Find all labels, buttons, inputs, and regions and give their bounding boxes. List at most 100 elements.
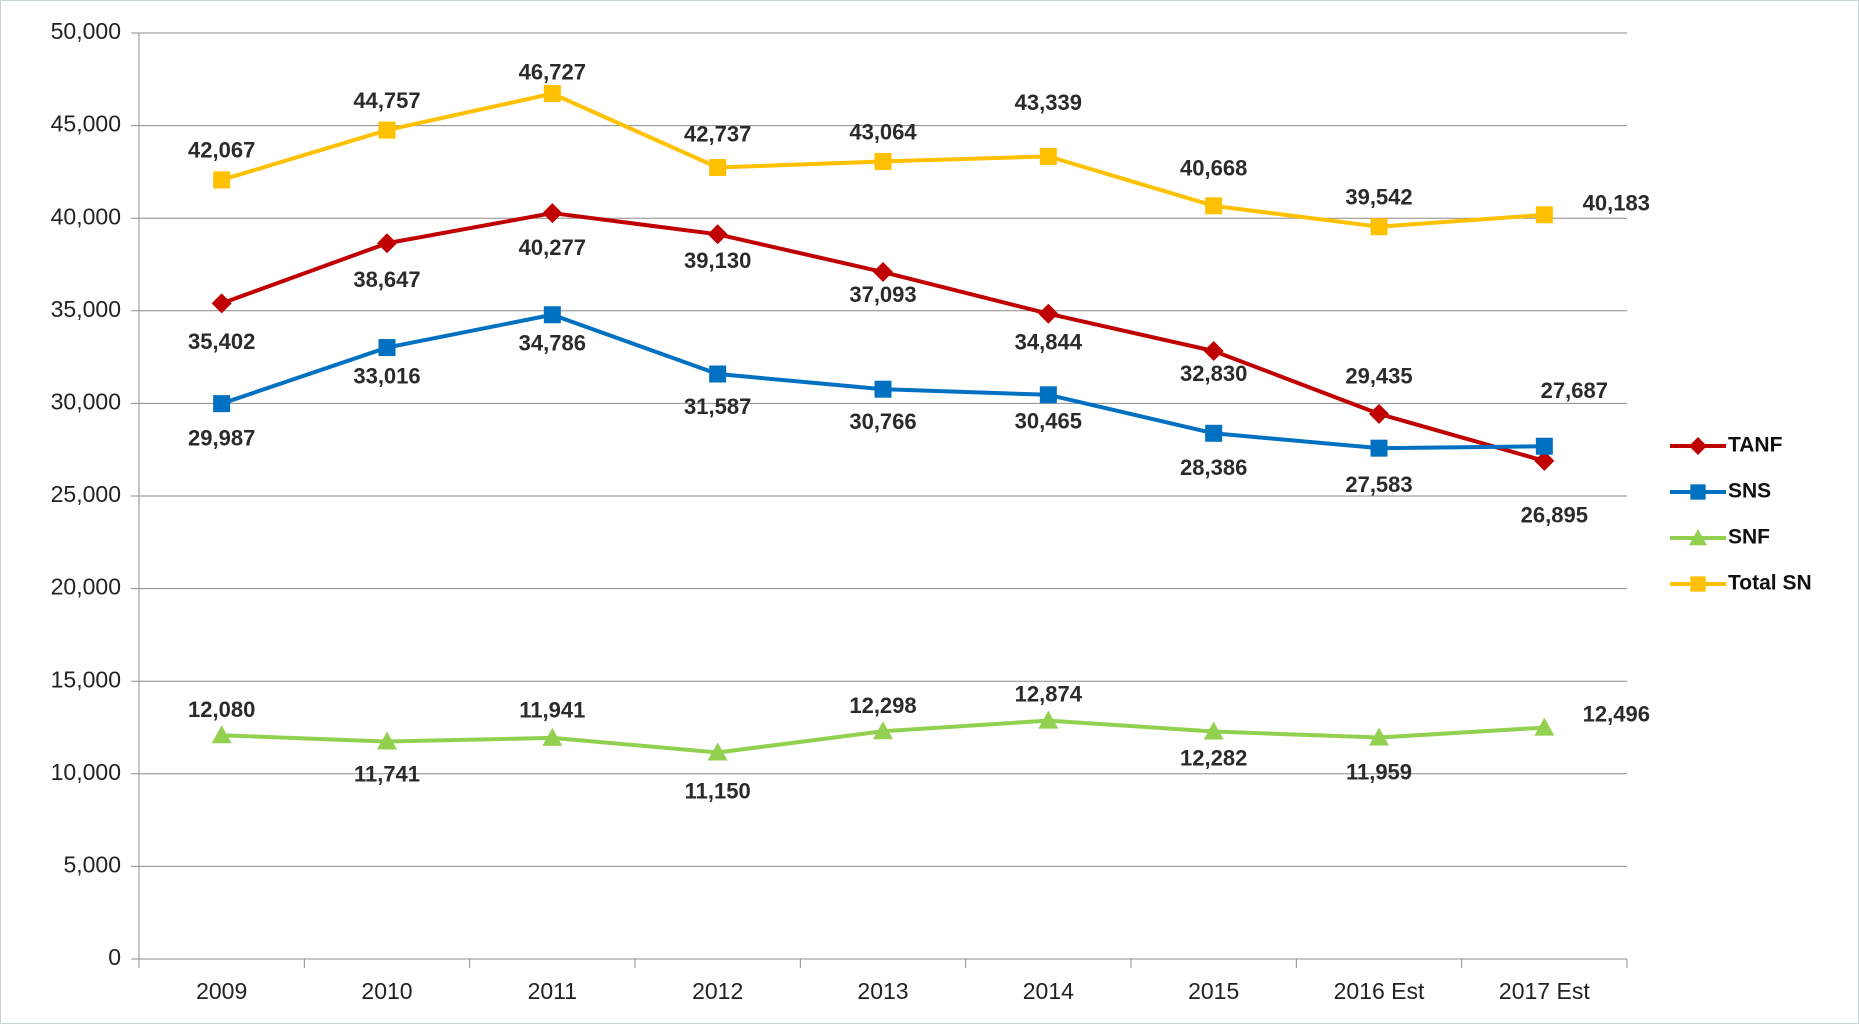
marker: [1203, 721, 1224, 740]
marker: [1370, 439, 1388, 457]
x-tick-label: 2013: [857, 978, 908, 1004]
y-tick-label: 15,000: [51, 666, 121, 692]
data-label: 31,587: [684, 394, 751, 419]
y-tick-label: 40,000: [51, 203, 121, 229]
data-label: 12,080: [188, 697, 255, 722]
y-tick-label: 5,000: [63, 851, 121, 877]
data-label: 39,542: [1345, 184, 1412, 209]
marker: [873, 262, 893, 283]
marker: [1038, 303, 1059, 324]
data-label: 11,150: [685, 778, 751, 803]
data-label: 40,277: [519, 235, 586, 260]
data-label: 29,435: [1345, 364, 1412, 389]
marker: [1205, 197, 1223, 215]
marker: [542, 727, 563, 746]
marker: [377, 731, 397, 750]
data-label: 30,465: [1015, 409, 1082, 434]
data-label: 33,016: [353, 363, 420, 388]
data-label: 28,386: [1180, 455, 1247, 480]
marker: [1205, 424, 1223, 442]
marker: [542, 203, 563, 224]
data-label: 40,183: [1583, 191, 1650, 216]
marker: [211, 725, 232, 744]
data-label: 32,830: [1180, 361, 1247, 386]
data-label: 43,064: [849, 119, 917, 144]
x-tick-label: 2009: [196, 978, 247, 1004]
data-label: 40,668: [1180, 156, 1247, 181]
marker: [213, 171, 231, 189]
marker: [543, 85, 561, 103]
data-label: 12,298: [849, 693, 916, 718]
data-label: 44,757: [353, 88, 420, 113]
y-tick-label: 10,000: [51, 759, 121, 785]
data-label: 12,496: [1583, 701, 1650, 726]
x-tick-label: 2011: [528, 978, 577, 1004]
x-tick-label: 2012: [692, 978, 743, 1004]
data-label: 46,727: [519, 59, 586, 84]
legend-label: SNF: [1728, 526, 1770, 549]
y-tick-label: 35,000: [51, 296, 121, 322]
data-label: 35,402: [188, 329, 255, 354]
x-tick-label: 2017 Est: [1499, 978, 1590, 1004]
y-tick-label: 45,000: [51, 111, 121, 137]
data-label: 43,339: [1015, 90, 1082, 115]
data-label: 38,647: [353, 267, 420, 292]
marker: [378, 339, 396, 357]
data-label: 42,737: [684, 121, 751, 146]
marker: [1038, 710, 1059, 729]
marker: [874, 380, 892, 398]
data-label: 34,844: [1015, 330, 1083, 355]
x-tick-label: 2015: [1188, 978, 1239, 1004]
marker: [211, 293, 232, 314]
data-label: 26,895: [1521, 503, 1588, 528]
data-label: 11,741: [354, 761, 420, 786]
marker: [873, 721, 893, 740]
legend-marker: [1690, 576, 1706, 592]
y-tick-label: 20,000: [51, 574, 121, 600]
marker: [1535, 437, 1553, 455]
y-tick-label: 0: [108, 944, 121, 970]
data-label: 39,130: [684, 248, 751, 273]
data-label: 12,874: [1015, 681, 1083, 706]
legend-marker: [1689, 437, 1707, 455]
data-label: 30,766: [849, 409, 916, 434]
marker: [874, 152, 892, 170]
data-label: 11,959: [1346, 759, 1412, 784]
data-label: 27,687: [1541, 378, 1608, 403]
y-tick-label: 30,000: [51, 388, 121, 414]
data-label: 12,282: [1180, 745, 1247, 770]
marker: [1369, 727, 1389, 746]
data-label: 42,067: [188, 138, 255, 163]
x-tick-label: 2016 Est: [1334, 978, 1425, 1004]
marker: [709, 159, 727, 177]
marker: [377, 233, 397, 254]
marker: [707, 224, 728, 245]
marker: [707, 742, 728, 761]
legend-label: TANF: [1728, 434, 1783, 457]
data-label: 27,583: [1345, 472, 1412, 497]
y-tick-label: 25,000: [51, 481, 121, 507]
marker: [1370, 218, 1388, 236]
marker: [1534, 717, 1555, 736]
marker: [378, 121, 396, 139]
legend-label: Total SN: [1728, 572, 1812, 595]
marker: [1039, 147, 1057, 165]
marker: [213, 395, 231, 413]
data-label: 34,786: [519, 331, 586, 356]
marker: [1534, 450, 1555, 471]
marker: [709, 365, 727, 383]
legend-marker: [1690, 484, 1706, 500]
data-label: 37,093: [849, 282, 916, 307]
x-tick-label: 2014: [1023, 978, 1074, 1004]
marker: [1203, 340, 1224, 361]
data-label: 11,941: [519, 698, 585, 723]
marker: [1369, 403, 1389, 424]
y-tick-label: 50,000: [51, 18, 121, 44]
marker: [1039, 386, 1057, 404]
legend-label: SNS: [1728, 480, 1771, 503]
legend-marker: [1689, 529, 1707, 546]
data-label: 29,987: [188, 425, 255, 450]
x-tick-label: 2010: [361, 978, 412, 1004]
